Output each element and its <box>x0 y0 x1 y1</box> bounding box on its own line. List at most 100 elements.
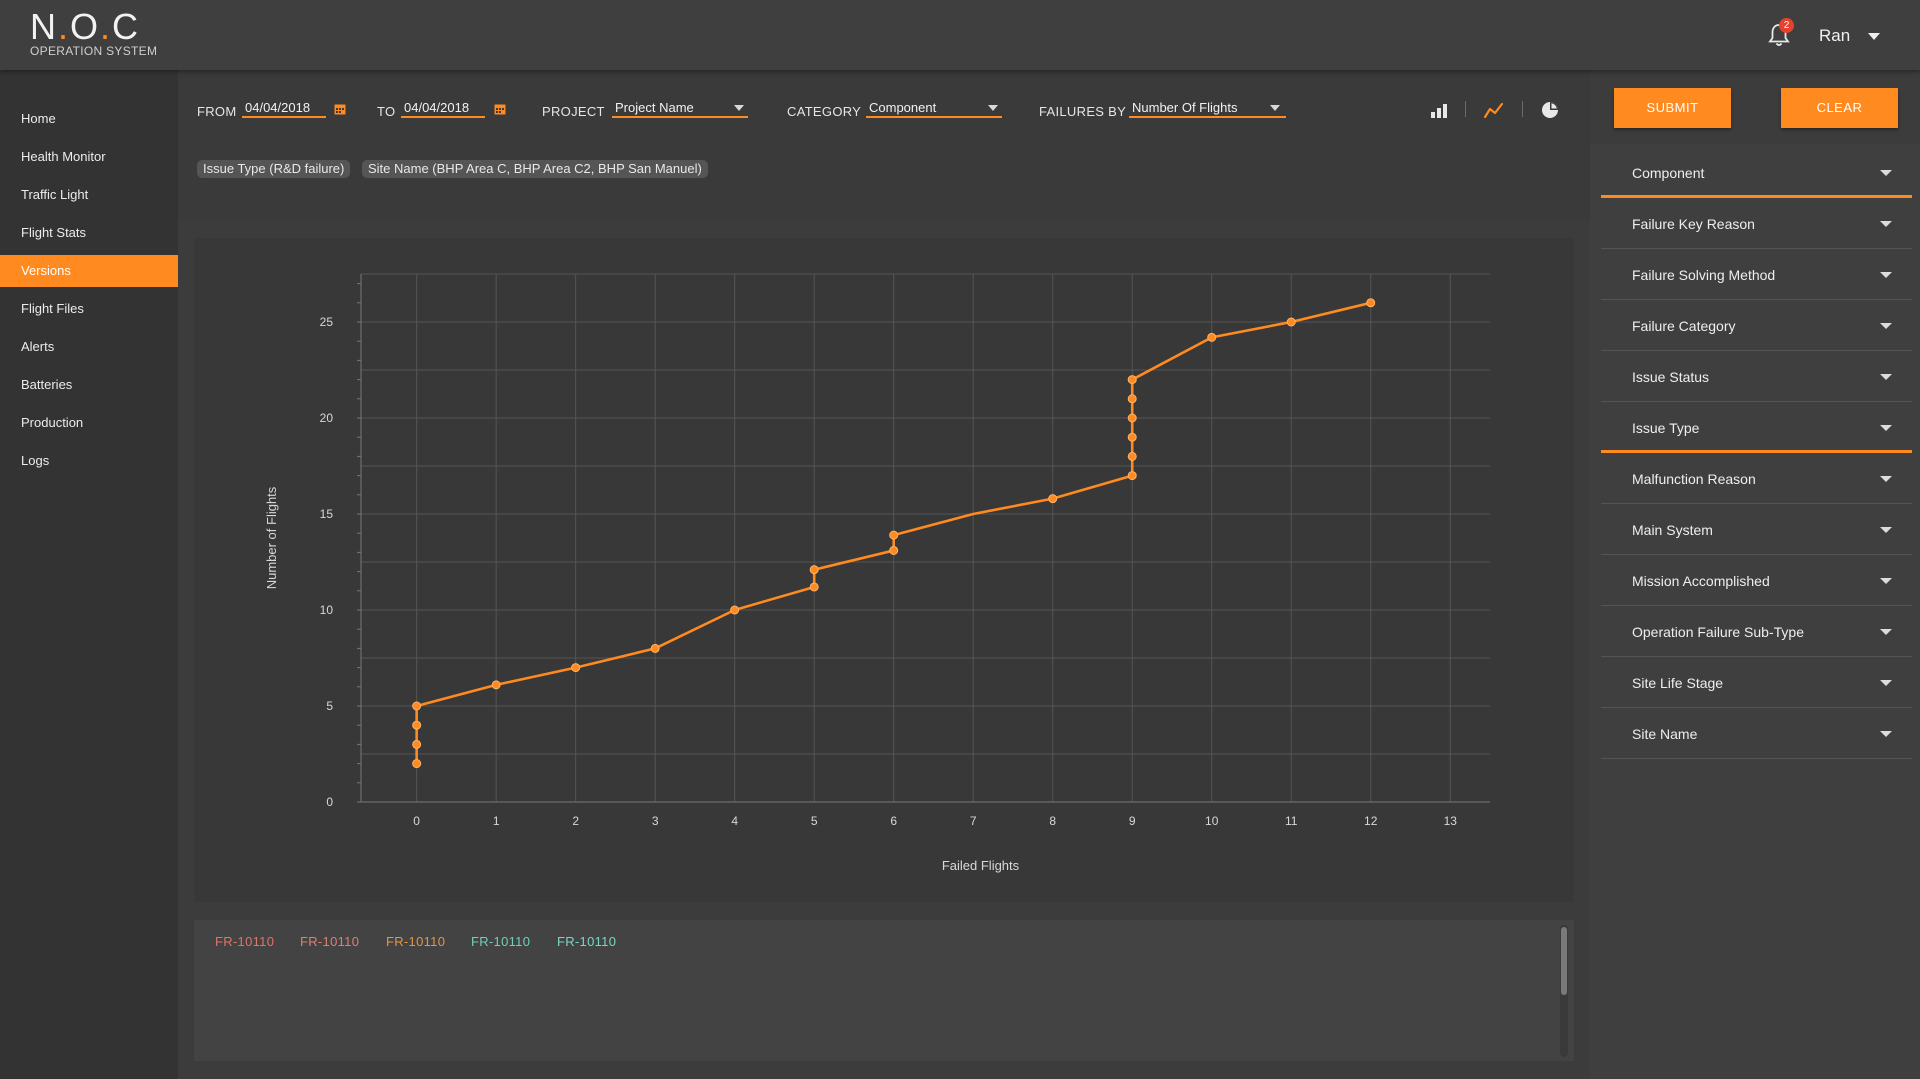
chevron-down-icon[interactable] <box>1880 272 1892 278</box>
sidebar-item-health-monitor[interactable]: Health Monitor <box>21 149 106 164</box>
chevron-down-icon[interactable] <box>1880 680 1892 686</box>
filter-group-label: Malfunction Reason <box>1632 471 1756 487</box>
logo-title: N.O.C <box>30 8 157 46</box>
logo-title-text: N.O.C <box>30 6 141 47</box>
filter-group-issue-status[interactable]: Issue Status <box>1601 352 1912 402</box>
sidebar-item-versions[interactable]: Versions <box>0 255 178 287</box>
filter-group-label: Issue Status <box>1632 369 1710 385</box>
record-code[interactable]: FR-10110 <box>386 934 446 949</box>
project-select[interactable]: Project Name <box>612 100 748 118</box>
record-code[interactable]: FR-10110 <box>557 934 617 949</box>
record-code[interactable]: FR-10110 <box>300 934 360 949</box>
record-code[interactable]: FR-10110 <box>471 934 531 949</box>
sidebar-item-flight-files[interactable]: Flight Files <box>21 301 84 316</box>
filter-group-label: Component <box>1632 165 1705 181</box>
from-label: FROM <box>197 104 237 119</box>
data-point <box>571 663 581 673</box>
filter-group-issue-type[interactable]: Issue Type <box>1601 403 1912 453</box>
chevron-down-icon[interactable] <box>1880 731 1892 737</box>
filter-group-main-system[interactable]: Main System <box>1601 505 1912 555</box>
filter-group-label: Mission Accomplished <box>1632 573 1770 589</box>
data-point <box>1048 494 1058 504</box>
data-point <box>1127 432 1137 442</box>
from-calendar-icon[interactable] <box>334 103 346 115</box>
line-chart-icon[interactable] <box>1483 100 1505 120</box>
x-tick-label: 8 <box>1049 814 1056 828</box>
filter-group-operation-failure-sub-type[interactable]: Operation Failure Sub-Type <box>1601 607 1912 657</box>
data-point <box>809 565 819 575</box>
filter-group-malfunction-reason[interactable]: Malfunction Reason <box>1601 454 1912 504</box>
to-date-input[interactable]: 04/04/2018 <box>401 100 485 118</box>
user-name[interactable]: Ran <box>1819 26 1851 45</box>
chevron-down-icon[interactable] <box>1880 629 1892 635</box>
chevron-down-icon[interactable] <box>1880 374 1892 380</box>
category-select[interactable]: Component <box>866 100 1002 118</box>
chevron-down-icon[interactable] <box>1880 527 1892 533</box>
filter-group-failure-category[interactable]: Failure Category <box>1601 301 1912 351</box>
record-code[interactable]: FR-10110 <box>215 934 275 949</box>
filter-group-site-life-stage[interactable]: Site Life Stage <box>1601 658 1912 708</box>
filter-group-mission-accomplished[interactable]: Mission Accomplished <box>1601 556 1912 606</box>
user-menu-chevron-down-icon[interactable] <box>1868 33 1880 40</box>
to-calendar-icon[interactable] <box>494 103 506 115</box>
sidebar-item-alerts[interactable]: Alerts <box>21 339 55 354</box>
data-point <box>412 701 422 711</box>
failures-by-select[interactable]: Number Of Flights <box>1129 100 1286 118</box>
chevron-down-icon[interactable] <box>1880 425 1892 431</box>
chevron-down-icon[interactable] <box>1880 170 1892 176</box>
data-point <box>1127 471 1137 481</box>
y-tick-label: 20 <box>320 411 334 425</box>
y-tick-label: 5 <box>326 699 333 713</box>
sidebar-item-batteries[interactable]: Batteries <box>21 377 73 392</box>
project-chevron-down-icon[interactable] <box>734 105 744 111</box>
sidebar-item-home[interactable]: Home <box>21 111 56 126</box>
from-date-input[interactable]: 04/04/2018 <box>242 100 326 118</box>
filter-chip-site-name[interactable]: Site Name (BHP Area C, BHP Area C2, BHP … <box>362 160 708 178</box>
filter-group-component[interactable]: Component <box>1601 148 1912 198</box>
data-point <box>1127 413 1137 423</box>
x-tick-label: 0 <box>413 814 420 828</box>
x-tick-label: 3 <box>652 814 659 828</box>
sidebar-item-production[interactable]: Production <box>21 415 84 430</box>
chevron-down-icon[interactable] <box>1880 476 1892 482</box>
category-chevron-down-icon[interactable] <box>988 105 998 111</box>
x-tick-label: 12 <box>1364 814 1378 828</box>
chevron-down-icon[interactable] <box>1880 578 1892 584</box>
chevron-down-icon[interactable] <box>1880 323 1892 329</box>
records-panel <box>194 920 1574 1061</box>
x-tick-label: 13 <box>1444 814 1458 828</box>
y-tick-label: 0 <box>326 795 333 809</box>
records-scrollbar-thumb[interactable] <box>1561 927 1567 995</box>
submit-button[interactable]: SUBMIT <box>1614 88 1731 128</box>
bar-chart-icon[interactable] <box>1428 100 1450 120</box>
filter-group-label: Failure Category <box>1632 318 1736 334</box>
filter-group-failure-key-reason[interactable]: Failure Key Reason <box>1601 199 1912 249</box>
filter-group-failure-solving-method[interactable]: Failure Solving Method <box>1601 250 1912 300</box>
filter-group-label: Failure Key Reason <box>1632 216 1755 232</box>
filter-group-site-name[interactable]: Site Name <box>1601 709 1912 759</box>
filter-group-label: Operation Failure Sub-Type <box>1632 624 1804 640</box>
pie-chart-icon[interactable] <box>1539 100 1561 120</box>
sidebar-item-traffic-light[interactable]: Traffic Light <box>21 187 89 202</box>
app-logo[interactable]: N.O.C OPERATION SYSTEM <box>30 8 157 59</box>
data-point <box>1366 298 1376 308</box>
filter-chip-issue-type[interactable]: Issue Type (R&D failure) <box>197 160 351 178</box>
data-point <box>1286 317 1296 327</box>
x-tick-label: 10 <box>1205 814 1219 828</box>
sidebar-item-logs[interactable]: Logs <box>21 453 50 468</box>
x-tick-label: 4 <box>731 814 738 828</box>
sidebar-nav: Home Health Monitor Traffic Light Flight… <box>0 70 178 1079</box>
clear-button[interactable]: CLEAR <box>1781 88 1898 128</box>
failures-by-chevron-down-icon[interactable] <box>1270 105 1280 111</box>
filter-group-label: Issue Type <box>1632 420 1700 436</box>
sidebar-item-flight-stats[interactable]: Flight Stats <box>21 225 87 240</box>
notification-badge: 2 <box>1779 18 1794 33</box>
x-tick-label: 1 <box>493 814 500 828</box>
data-point <box>1127 451 1137 461</box>
data-point <box>650 643 660 653</box>
y-tick-label: 25 <box>320 315 334 329</box>
x-tick-label: 7 <box>970 814 977 828</box>
chevron-down-icon[interactable] <box>1880 221 1892 227</box>
category-label: CATEGORY <box>787 104 862 119</box>
